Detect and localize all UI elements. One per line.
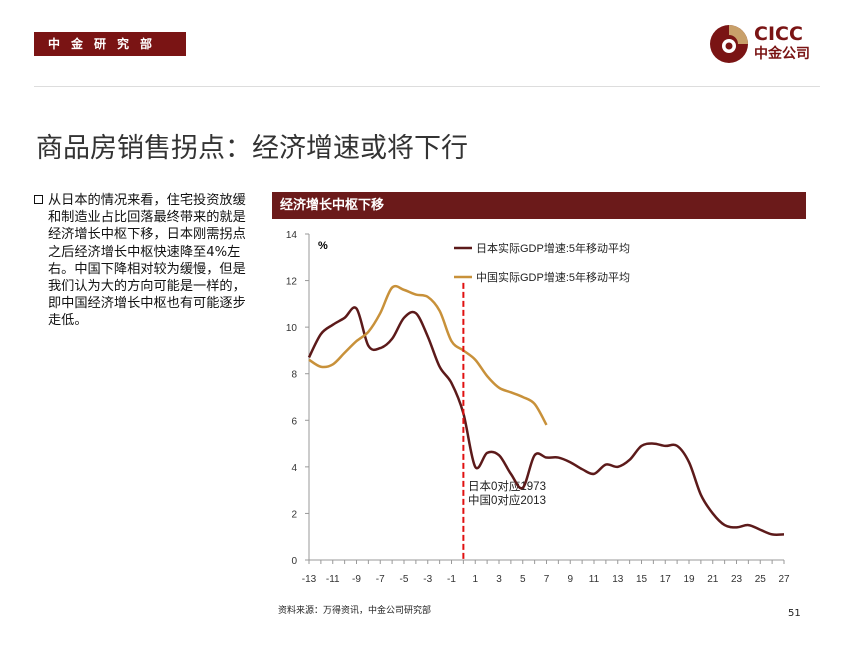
source-note: 资料来源：万得资讯，中金公司研究部 — [278, 606, 432, 616]
header-divider — [34, 86, 820, 87]
y-tick-label: 2 — [291, 509, 297, 520]
bullet-text-block: 从日本的情况来看，住宅投资放缓和制造业占比回落最终带来的就是经济增长中枢下移，日… — [34, 192, 248, 330]
x-tick-label: 25 — [755, 574, 767, 585]
cicc-logo: CICC 中金公司 — [708, 22, 826, 68]
y-tick-label: 0 — [291, 556, 297, 567]
x-tick-label: 27 — [778, 574, 790, 585]
x-tick-label: -7 — [376, 574, 385, 585]
department-tag: 中金研究部 — [34, 32, 186, 56]
bullet-square-icon — [34, 195, 43, 204]
chart-header: 经济增长中枢下移 — [272, 192, 806, 219]
annotation-china: 中国0对应2013 — [468, 493, 546, 507]
x-tick-label: 17 — [660, 574, 672, 585]
x-tick-label: 11 — [589, 574, 600, 585]
x-tick-label: -3 — [423, 574, 432, 585]
x-tick-label: 13 — [612, 574, 624, 585]
y-axis-unit: % — [318, 240, 328, 252]
slide-title: 商品房销售拐点：经济增速或将下行 — [36, 133, 468, 164]
logo-mark-icon — [710, 25, 748, 63]
y-tick-label: 10 — [286, 323, 298, 334]
annotation-japan: 日本0对应1973 — [468, 479, 546, 493]
logo-en: CICC — [754, 23, 803, 45]
legend-label-china: 中国实际GDP增速:5年移动平均 — [476, 270, 630, 284]
legend: 日本实际GDP增速:5年移动平均 中国实际GDP增速:5年移动平均 — [454, 241, 630, 284]
x-tick-label: -11 — [326, 574, 340, 585]
x-tick-label: 15 — [636, 574, 648, 585]
x-tick-label: 3 — [496, 574, 502, 585]
x-tick-label: -5 — [400, 574, 409, 585]
x-tick-label: 21 — [707, 574, 719, 585]
x-tick-label: -9 — [352, 574, 361, 585]
y-tick-label: 6 — [291, 416, 297, 427]
bullet-text: 从日本的情况来看，住宅投资放缓和制造业占比回落最终带来的就是经济增长中枢下移，日… — [48, 193, 246, 329]
x-tick-label: -1 — [447, 574, 456, 585]
japan-gdp-line — [307, 306, 785, 536]
x-tick-label: 7 — [544, 574, 550, 585]
x-tick-label: 23 — [731, 574, 743, 585]
legend-label-japan: 日本实际GDP增速:5年移动平均 — [476, 241, 630, 255]
x-tick-label: 1 — [472, 574, 478, 585]
y-tick-label: 12 — [286, 277, 298, 288]
x-tick-label: -13 — [302, 574, 317, 585]
x-tick-label: 9 — [567, 574, 573, 585]
x-tick-label: 19 — [683, 574, 695, 585]
logo-cn: 中金公司 — [754, 46, 810, 62]
y-tick-label: 8 — [291, 370, 297, 381]
x-tick-label: 5 — [520, 574, 526, 585]
y-tick-label: 14 — [286, 230, 298, 241]
page-number: 51 — [788, 608, 801, 619]
china-gdp-line — [308, 284, 548, 426]
y-tick-label: 4 — [291, 463, 297, 474]
